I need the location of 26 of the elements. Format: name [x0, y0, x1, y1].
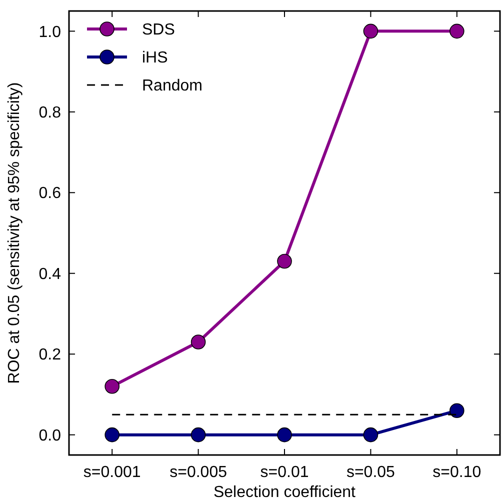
- x-axis-title: Selection coefficient: [213, 484, 356, 500]
- y-tick-label: 1.0: [38, 24, 62, 41]
- legend-label: iHS: [142, 50, 168, 67]
- y-tick-label: 0.0: [38, 427, 62, 444]
- point: [190, 334, 206, 350]
- y-tick-label: 0.8: [38, 104, 62, 122]
- x-tick-label: s=0.005: [170, 464, 228, 481]
- point: [190, 427, 206, 442]
- point: [104, 378, 120, 394]
- y-axis-title: ROC at 0.05 (sensitivity at 95% specificity): [6, 82, 23, 384]
- point: [104, 427, 120, 442]
- point: [277, 254, 292, 269]
- point: [363, 24, 378, 39]
- legend-label: SDS: [142, 22, 175, 39]
- point: [363, 427, 378, 442]
- x-tick-label: s=0.001: [83, 464, 141, 481]
- legend-label: Random: [142, 78, 202, 95]
- y-tick-label: 0.6: [38, 185, 62, 202]
- x-tick-label: s=0.01: [260, 464, 309, 481]
- point: [277, 427, 292, 442]
- point: [450, 24, 464, 39]
- point: [450, 403, 464, 418]
- x-tick-label: s=0.05: [346, 464, 396, 481]
- y-tick-label: 0.4: [38, 266, 62, 283]
- y-tick-label: 0.2: [38, 346, 62, 364]
- x-tick-label: s=0.10: [432, 464, 482, 481]
